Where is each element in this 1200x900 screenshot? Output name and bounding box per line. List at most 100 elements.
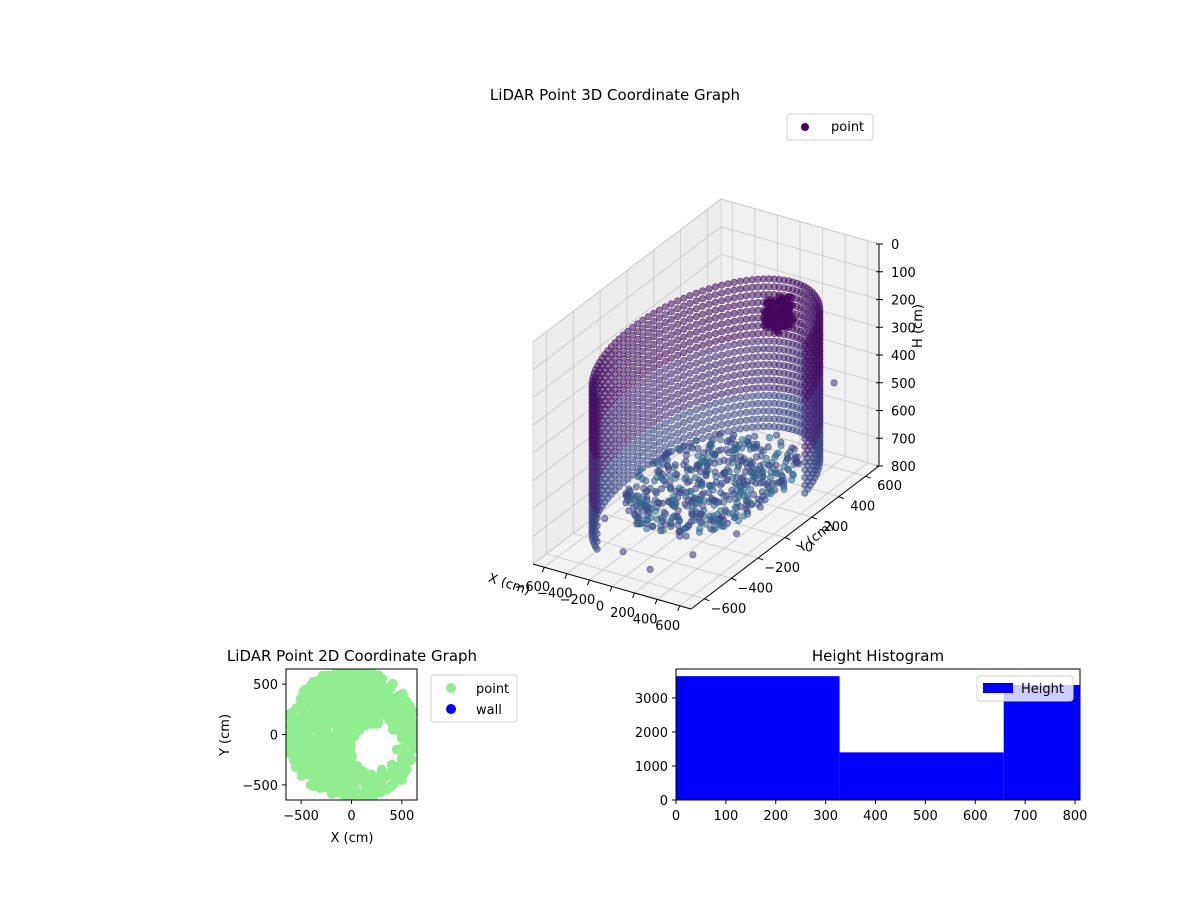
z-tick-label: 600	[891, 405, 916, 420]
chart-3d-point	[718, 390, 726, 398]
chart-3d-point	[674, 398, 682, 406]
chart-3d-point	[686, 400, 694, 408]
chart-2d-point	[312, 704, 323, 715]
chart-2d-title: LiDAR Point 2D Coordinate Graph	[227, 647, 477, 665]
grid-left-z	[532, 254, 722, 398]
histogram-x-tick-label: 200	[763, 809, 788, 824]
chart-3d-point	[674, 328, 682, 336]
chart-2d-point	[365, 696, 376, 707]
chart-3d-point	[680, 403, 688, 411]
chart-3d-point	[688, 510, 696, 518]
chart-3d-point	[736, 308, 744, 316]
chart-3d-point	[764, 443, 772, 451]
chart-3d-point	[686, 338, 694, 346]
chart-3d-point	[699, 302, 707, 310]
chart-3d-point	[730, 302, 738, 310]
chart-2d-point	[395, 692, 406, 703]
chart-3d-point	[639, 441, 647, 449]
grid-left-z	[532, 226, 722, 371]
chart-3d-point	[639, 448, 647, 456]
z-tick-label: 800	[891, 460, 916, 475]
chart-3d-point	[801, 365, 809, 373]
chart-3d-point	[661, 427, 669, 435]
chart-3d-point	[674, 367, 682, 375]
chart-3d-point	[644, 375, 652, 383]
chart-2d-point	[366, 769, 377, 780]
chart-2d-point	[353, 678, 364, 689]
chart-3d-point	[733, 530, 741, 538]
chart-3d-point	[736, 332, 744, 340]
histogram-x-tick-label: 700	[1013, 809, 1038, 824]
chart-3d-point	[667, 339, 675, 347]
chart-3d-point	[646, 565, 654, 573]
y-tick-label: 200	[823, 520, 848, 535]
grid-back-z	[720, 226, 880, 273]
z-tick-label: 100	[891, 266, 916, 281]
chart-3d-point	[593, 475, 601, 483]
chart-2d-point	[353, 669, 364, 678]
chart-3d-point	[686, 393, 694, 401]
chart-3d-point	[667, 370, 675, 378]
chart-3d-point	[634, 520, 642, 528]
chart-3d-point	[639, 394, 647, 402]
chart-3d-point	[718, 413, 726, 421]
chart-3d-point	[686, 431, 694, 439]
chart-3d-point	[730, 514, 738, 522]
chart-2d-y-tick-label: 500	[253, 678, 278, 693]
chart-3d-point	[593, 444, 601, 452]
chart-3d-point	[703, 462, 711, 470]
chart-3d-point	[748, 346, 756, 354]
chart-2d-point	[286, 748, 295, 759]
chart-3d-point	[748, 353, 756, 361]
chart-3d-point	[674, 344, 682, 352]
histogram-x-tick-label: 500	[913, 809, 938, 824]
chart-3d-point	[624, 421, 632, 429]
chart-3d-point	[661, 412, 669, 420]
chart-3d-point	[718, 312, 726, 320]
chart-3d-point	[711, 314, 719, 322]
chart-3d-point	[711, 524, 719, 532]
chart-3d-point	[650, 434, 658, 442]
chart-3d-point	[742, 284, 750, 292]
chart-3d-point	[661, 350, 669, 358]
chart-histogram: Height Histogram 0 100 200 300 400 500 600 700 8…	[635, 647, 1088, 824]
histogram-ticks: 0 100 200 300 400 500 600 700 800 0 1000 2000 3000	[635, 692, 1088, 824]
chart-2d-point	[311, 779, 322, 790]
chart-3d-point	[801, 396, 809, 404]
z-tick-label: 200	[891, 294, 916, 309]
chart-3d-point	[705, 401, 713, 409]
chart-3d-point	[724, 303, 732, 311]
chart-3d-point	[717, 489, 725, 497]
chart-3d-point	[699, 365, 707, 373]
chart-3d-point	[686, 346, 694, 354]
chart-2d-point	[287, 731, 298, 742]
chart-2d-point	[293, 740, 304, 751]
histogram-x-tick-label: 300	[813, 809, 838, 824]
legend-frame	[786, 113, 874, 141]
chart-2d-point	[376, 777, 387, 788]
chart-3d-point	[742, 377, 750, 385]
chart-3d-point	[629, 362, 637, 370]
chart-3d-point	[686, 361, 694, 369]
chart-3d-point	[624, 327, 632, 335]
x-tick-label: 200	[610, 606, 635, 621]
chart-2d-point	[348, 722, 359, 733]
y-tick-mark	[757, 557, 764, 561]
chart-3d-point	[644, 414, 652, 422]
chart-3d-point	[748, 291, 756, 299]
chart-3d-point	[724, 280, 732, 288]
chart-3d-point	[775, 328, 783, 336]
chart-3d-point	[705, 300, 713, 308]
chart-3d-point	[711, 353, 719, 361]
chart-3d-point	[718, 289, 726, 297]
chart-3d-point	[718, 336, 726, 344]
chart-3d-point	[801, 357, 809, 365]
y-tick-mark	[731, 577, 737, 581]
chart-2d-point	[354, 770, 365, 780]
chart-3d-point	[699, 388, 707, 396]
chart-3d-point	[788, 476, 796, 484]
histogram-y-tick-label: 2000	[635, 726, 668, 741]
grid-left-z	[532, 198, 722, 343]
chart-3d-point	[692, 398, 700, 406]
